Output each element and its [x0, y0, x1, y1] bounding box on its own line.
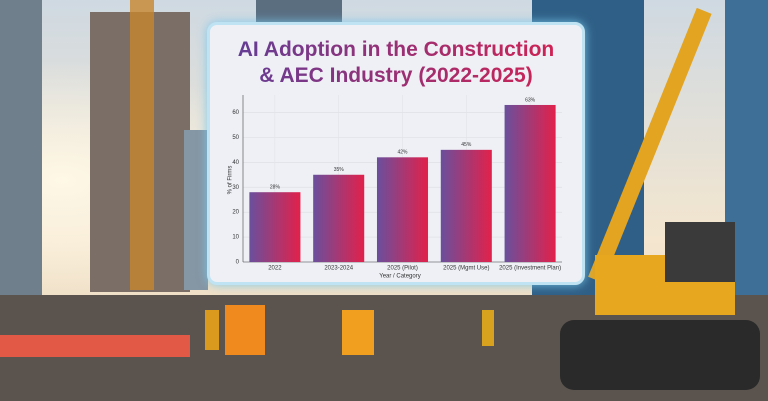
- chart-card: AI Adoption in the Construction & AEC In…: [207, 22, 585, 285]
- x-tick-label: 2022: [268, 266, 282, 272]
- y-tick-label: 60: [232, 110, 239, 116]
- data-label: 63%: [525, 97, 536, 103]
- x-axis-label: Year / Category: [379, 274, 420, 280]
- y-tick-label: 20: [232, 210, 239, 216]
- x-tick-label: 2025 (Pilot): [387, 266, 418, 272]
- bar: [249, 192, 301, 262]
- y-tick-label: 30: [232, 185, 239, 191]
- bar: [376, 157, 429, 262]
- chart-title: AI Adoption in the Construction & AEC In…: [210, 37, 582, 89]
- y-tick-label: 50: [232, 135, 239, 141]
- y-tick-label: 40: [232, 160, 239, 166]
- data-label: 35%: [334, 167, 345, 173]
- chart: % of Firms Year / Category 0 10 20 30 40 50 60…: [228, 95, 562, 280]
- data-label: 28%: [270, 185, 281, 191]
- y-tick-label: 10: [232, 235, 239, 241]
- bar: [313, 174, 365, 262]
- x-tick-label: 2023-2024: [324, 266, 353, 272]
- x-tick-label: 2025 (Investment Plan): [499, 266, 561, 272]
- bar: [440, 149, 492, 262]
- y-axis-label: % of Firms: [228, 166, 234, 195]
- data-label: 42%: [397, 150, 408, 156]
- bar: [504, 104, 556, 262]
- x-tick-label: 2025 (Mgmt Use): [443, 266, 489, 272]
- data-label: 45%: [461, 142, 472, 148]
- y-tick-label: 0: [236, 260, 240, 266]
